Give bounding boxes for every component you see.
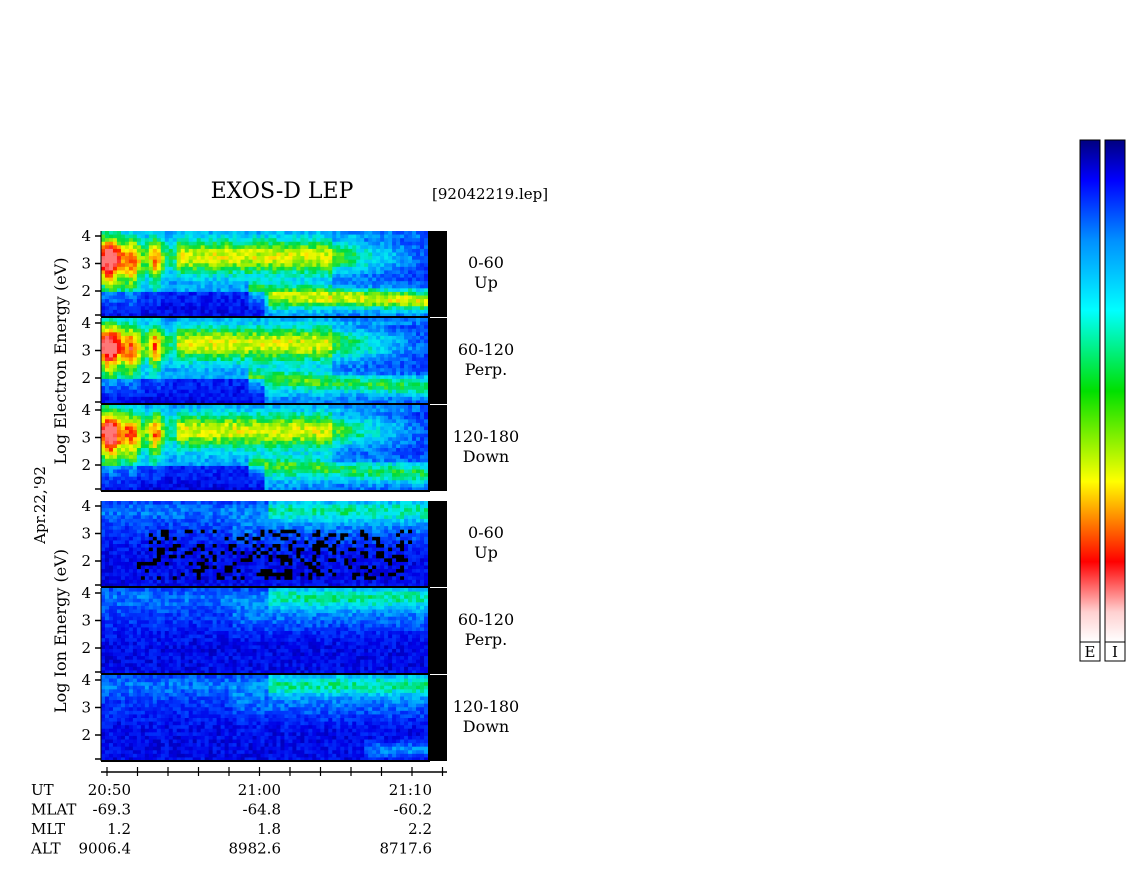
orbit-ephemeris-table: UT 20:50 21:00 21:10 MLAT -69.3 -64.8 -60.2 MLT 1… [30, 781, 432, 858]
y-tick-label: 4 [81, 401, 91, 419]
y-tick-label: 3 [81, 342, 91, 360]
y-tick-label: 4 [81, 314, 91, 332]
axis-label-word: Energy [51, 588, 70, 646]
data-gap-bar [430, 501, 447, 587]
y-tick-label: 2 [81, 456, 91, 474]
data-gap-bar [430, 588, 447, 674]
ephemeris-row-label: MLT [31, 820, 65, 838]
y-tick-label: 4 [81, 671, 91, 689]
pitch-angle-label: 120-180 [453, 427, 519, 446]
ion-colorbar: I [1104, 139, 1126, 662]
data-gap-bar [430, 318, 447, 404]
ion-energy-axis-label: Log Ion Energy (eV) [51, 549, 70, 713]
y-tick-label: 2 [81, 639, 91, 657]
colorbar-label: I [1112, 643, 1118, 661]
direction-label: Up [474, 543, 498, 562]
y-tick-label: 2 [81, 552, 91, 570]
electron-colorbar: E [1079, 139, 1101, 662]
y-tick-label: 4 [81, 227, 91, 245]
pitch-angle-label: 120-180 [453, 697, 519, 716]
y-tick-label: 3 [81, 612, 91, 630]
spectrogram-panels: 4320-60Up43260-120Perp.432120-180Down432… [81, 227, 519, 762]
y-tick-label: 2 [81, 726, 91, 744]
direction-label: Up [474, 273, 498, 292]
ephemeris-row-label: ALT [30, 840, 61, 858]
ephemeris-value: 8717.6 [380, 840, 433, 858]
pitch-angle-label: 0-60 [468, 523, 504, 542]
electron-energy-axis-label: Log Electron Energy (eV) [51, 258, 70, 465]
y-tick-label: 3 [81, 525, 91, 543]
ephemeris-value: 2.2 [408, 820, 432, 838]
ephemeris-value: 9006.4 [79, 840, 132, 858]
axis-label-word: Log [51, 434, 70, 465]
ephemeris-value: -60.2 [394, 801, 432, 819]
ephemeris-value: -69.3 [93, 801, 131, 819]
pitch-angle-label: 60-120 [458, 610, 514, 629]
y-tick-label: 3 [81, 699, 91, 717]
ephemeris-value: 21:00 [238, 781, 281, 799]
y-tick-label: 3 [81, 255, 91, 273]
y-tick-label: 2 [81, 369, 91, 387]
pitch-angle-label: 0-60 [468, 253, 504, 272]
ephemeris-row: ALT 9006.4 8982.6 8717.6 [30, 840, 432, 858]
ephemeris-row-label: UT [31, 781, 54, 799]
y-axis-labels: Log Electron Energy (eV)Log Ion Energy (… [51, 258, 70, 713]
ephemeris-row-label: MLAT [31, 801, 76, 819]
ephemeris-row: MLAT -69.3 -64.8 -60.2 [31, 801, 432, 819]
ephemeris-value: 1.2 [107, 820, 131, 838]
ephemeris-value: 20:50 [88, 781, 131, 799]
direction-label: Down [463, 447, 509, 466]
pitch-angle-label: 60-120 [458, 340, 514, 359]
axis-label-word: (eV) [51, 549, 70, 583]
axis-label-word: Energy [51, 296, 70, 354]
chart-title: EXOS-D LEP [211, 179, 354, 204]
ephemeris-value: 1.8 [257, 820, 281, 838]
ephemeris-row: MLT 1.2 1.8 2.2 [31, 820, 432, 838]
y-tick-label: 4 [81, 584, 91, 602]
colorbar-label: E [1085, 643, 1096, 661]
file-label: [92042219.lep] [432, 185, 548, 203]
y-tick-label: 3 [81, 429, 91, 447]
axis-label-word: Ion [51, 651, 70, 677]
direction-label: Down [463, 717, 509, 736]
axis-label-word: (eV) [51, 258, 70, 292]
ephemeris-value: 21:10 [389, 781, 432, 799]
ephemeris-value: -64.8 [243, 801, 281, 819]
ephemeris-value: 8982.6 [229, 840, 282, 858]
data-gap-bar [430, 231, 447, 317]
data-gap-bar [430, 405, 447, 491]
direction-label: Perp. [465, 630, 508, 649]
ephemeris-row: UT 20:50 21:00 21:10 [31, 781, 432, 799]
direction-label: Perp. [465, 360, 508, 379]
data-gap-bar [430, 675, 447, 761]
axis-label-word: Electron [51, 360, 70, 429]
y-tick-label: 2 [81, 282, 91, 300]
date-label: Apr.22,'92 [31, 466, 49, 545]
axis-label-word: Log [51, 682, 70, 713]
y-tick-label: 4 [81, 497, 91, 515]
time-axis [101, 767, 447, 776]
